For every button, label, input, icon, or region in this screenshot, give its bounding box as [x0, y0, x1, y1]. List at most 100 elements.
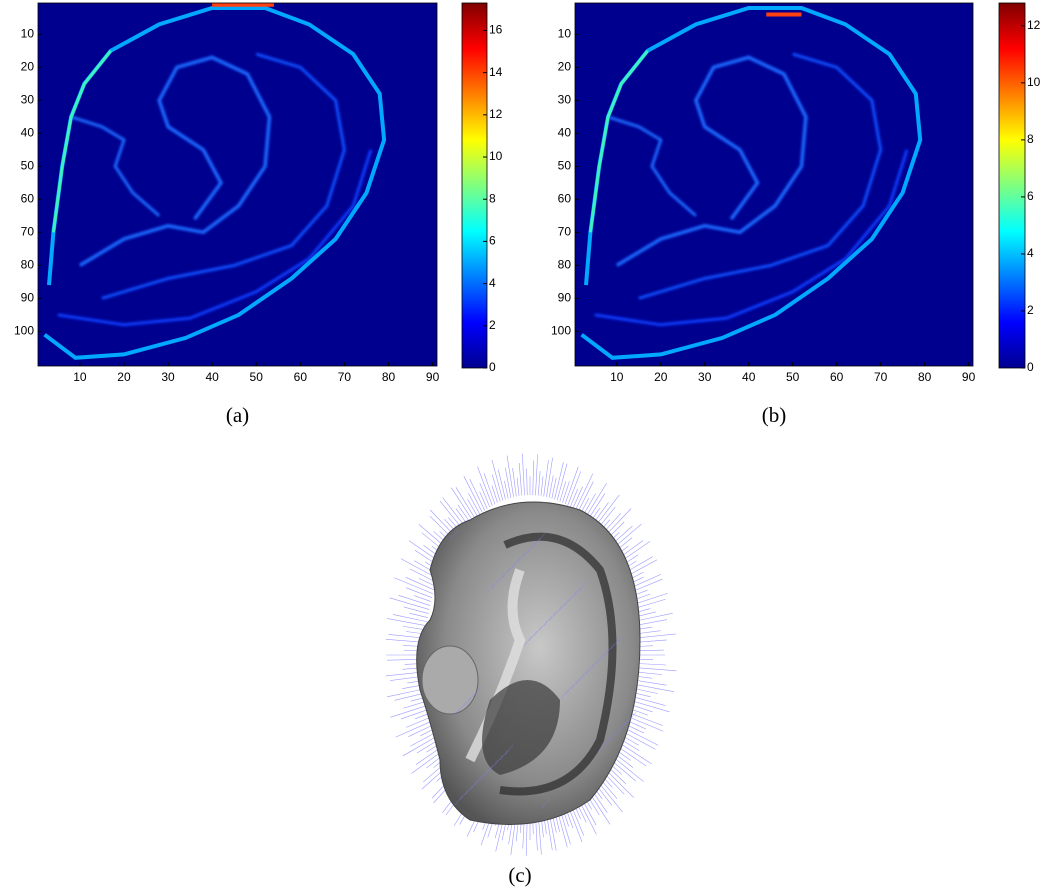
normal-line	[536, 532, 546, 544]
x-tick-label: 90	[962, 370, 976, 384]
normal-line	[457, 701, 467, 713]
normal-line	[622, 731, 656, 750]
ear-render	[385, 453, 677, 857]
normal-line	[597, 741, 607, 753]
colorbar-tick-label: 10	[489, 149, 503, 163]
x-tick-label: 20	[654, 370, 668, 384]
normal-line	[551, 477, 557, 499]
normal-line	[484, 764, 494, 776]
normal-line	[548, 475, 554, 498]
heatmap-background	[575, 3, 973, 366]
normal-line	[491, 485, 498, 503]
normal-line	[526, 468, 528, 496]
normal-line	[390, 704, 431, 718]
y-tick-label: 40	[558, 126, 572, 140]
normal-line	[491, 577, 501, 589]
edge-hot	[51, 49, 112, 233]
normal-line	[506, 562, 516, 574]
y-tick-label: 20	[21, 60, 35, 74]
normal-line	[567, 471, 582, 506]
normal-line	[617, 741, 652, 765]
y-tick-label: 10	[558, 27, 572, 41]
y-tick-label: 50	[21, 159, 35, 173]
y-tick-label: 60	[558, 192, 572, 206]
normal-line	[548, 610, 558, 622]
normal-line	[491, 474, 501, 502]
normal-line	[462, 696, 472, 708]
normal-line	[565, 683, 575, 695]
normal-line	[627, 711, 637, 723]
normal-line	[563, 595, 573, 607]
normal-line	[574, 473, 594, 511]
normal-line	[554, 462, 564, 500]
ridge	[615, 55, 808, 267]
y-tick-label: 50	[558, 159, 572, 173]
x-tick-label: 80	[918, 370, 932, 384]
normal-line	[394, 577, 434, 595]
normal-line	[611, 755, 644, 782]
normal-line	[505, 467, 512, 498]
colorbar-tick-label: 0	[489, 360, 496, 374]
normal-line	[535, 454, 538, 496]
normal-line	[521, 547, 531, 559]
normal-line	[570, 678, 580, 690]
normal-line	[403, 606, 429, 614]
normal-line	[537, 471, 541, 496]
normal-line	[452, 706, 462, 718]
normal-line	[455, 486, 476, 519]
colorbar-tick-label: 4	[1027, 246, 1034, 260]
x-tick-label: 10	[610, 370, 624, 384]
normal-line	[610, 638, 620, 650]
colorbar-tick-label: 4	[489, 276, 496, 290]
normal-line	[634, 633, 676, 639]
normal-line	[540, 476, 544, 496]
normal-line	[633, 679, 667, 686]
ridge	[79, 55, 272, 267]
normal-line	[528, 630, 538, 642]
axes-frame	[37, 2, 438, 367]
normal-line	[467, 691, 477, 703]
normal-line	[626, 715, 664, 732]
normal-line	[463, 476, 483, 513]
normal-line	[560, 688, 570, 700]
normal-line	[469, 779, 479, 791]
normal-line	[479, 482, 491, 508]
normal-line	[564, 466, 579, 505]
normal-line	[575, 673, 585, 685]
normal-line	[496, 572, 506, 584]
y-tick-label: 20	[558, 60, 572, 74]
normal-line	[617, 721, 627, 733]
normal-line	[459, 789, 469, 801]
normal-line	[543, 615, 553, 627]
normal-line	[413, 595, 432, 602]
x-tick-label: 30	[698, 370, 712, 384]
normal-line	[418, 578, 436, 587]
x-tick-label: 90	[426, 370, 440, 384]
normal-line	[612, 726, 622, 738]
normal-line	[580, 668, 590, 680]
colorbar	[998, 2, 1026, 369]
normal-line	[464, 784, 474, 796]
normal-line	[633, 683, 674, 692]
y-tick-label: 80	[558, 258, 572, 272]
normal-line	[541, 797, 551, 809]
normal-line	[605, 643, 615, 655]
edge-hot	[588, 49, 649, 233]
normal-line	[454, 794, 464, 806]
normal-line	[402, 734, 440, 757]
normal-line	[516, 552, 526, 564]
tragus	[421, 645, 479, 715]
normal-line	[600, 648, 610, 660]
y-tick-label: 100	[14, 324, 34, 338]
y-tick-label: 90	[21, 291, 35, 305]
y-tick-label: 10	[21, 27, 35, 41]
colorbar-tick-label: 8	[489, 191, 496, 205]
y-tick-label: 30	[558, 93, 572, 107]
normal-line	[516, 477, 520, 496]
normal-line	[467, 499, 478, 517]
normal-line	[449, 529, 459, 541]
normal-line	[572, 486, 583, 509]
normal-line	[504, 480, 509, 499]
normal-line	[584, 482, 607, 519]
